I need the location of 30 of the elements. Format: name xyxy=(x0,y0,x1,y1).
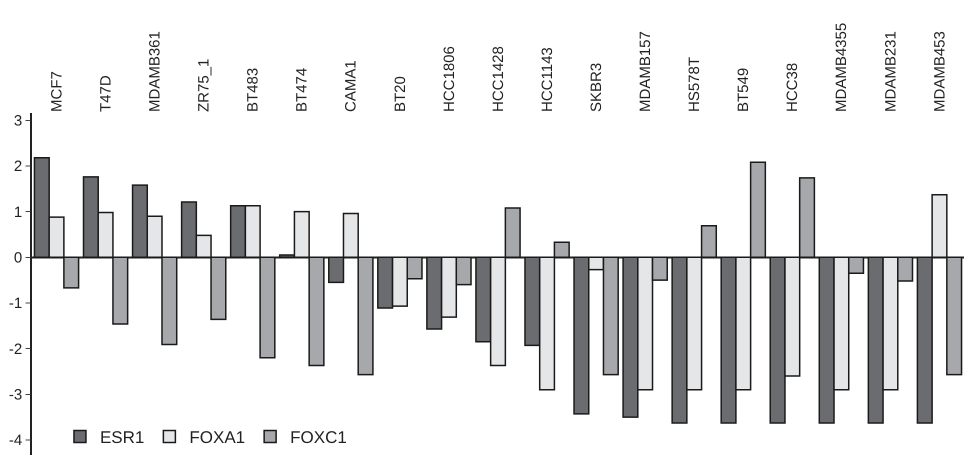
x-tick-label: HS578T xyxy=(686,56,704,112)
legend-label: FOXA1 xyxy=(189,428,246,448)
x-tick-label: MCF7 xyxy=(48,71,66,112)
x-tick-label: HCC1806 xyxy=(440,46,458,112)
x-tick-label: MDAMB4355 xyxy=(833,22,850,112)
x-tick-label: MDAMB157 xyxy=(637,31,654,112)
x-tick-label: CAMA1 xyxy=(342,60,360,112)
legend-label: ESR1 xyxy=(100,428,144,448)
y-tick-label: -3 xyxy=(8,386,22,404)
y-tick-label: -1 xyxy=(8,295,22,312)
y-tick-label: -2 xyxy=(8,340,22,358)
y-tick-label: -4 xyxy=(8,432,22,450)
x-tick-label: ZR75_1 xyxy=(196,58,213,112)
x-tick-label: SKBR3 xyxy=(588,62,605,112)
x-tick-label: MDAMB453 xyxy=(931,31,948,112)
x-tick-label: BT20 xyxy=(392,76,409,112)
y-tick-label: 3 xyxy=(14,112,22,130)
y-tick-label: 1 xyxy=(14,204,22,221)
x-tick-label: HCC1143 xyxy=(538,47,556,112)
x-tick-label: HCC1428 xyxy=(490,46,507,112)
x-tick-label: BT549 xyxy=(735,68,752,112)
x-tick-label: MDAMB231 xyxy=(882,31,900,112)
x-tick-label: HCC38 xyxy=(784,62,802,112)
x-tick-label: BT474 xyxy=(294,68,311,112)
y-tick-label: 0 xyxy=(14,250,22,267)
legend-label: FOXC1 xyxy=(290,428,347,448)
x-tick-label: T47D xyxy=(97,75,114,112)
y-tick-label: 2 xyxy=(14,158,22,176)
x-tick-label: MDAMB361 xyxy=(146,31,164,112)
x-tick-label: BT483 xyxy=(244,68,262,112)
